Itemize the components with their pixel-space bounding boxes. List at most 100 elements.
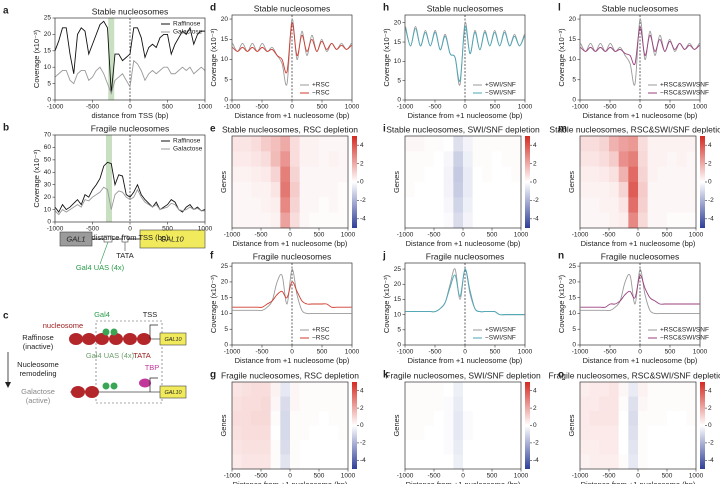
heatmap-cell bbox=[628, 212, 639, 229]
heatmap-cell bbox=[618, 197, 629, 213]
heatmap-cell bbox=[463, 182, 473, 198]
heatmap-cell bbox=[463, 212, 473, 229]
data-line bbox=[232, 281, 352, 308]
heatmap-cell bbox=[338, 166, 349, 183]
x-tick-label: -500 bbox=[427, 473, 440, 480]
heatmap-cell bbox=[647, 425, 658, 441]
heatmap-cell bbox=[667, 454, 677, 470]
x-tick-label: -1000 bbox=[47, 104, 64, 111]
heatmap-cell bbox=[280, 151, 291, 167]
heatmap-cell bbox=[270, 197, 281, 213]
x-tick-label: 500 bbox=[490, 104, 501, 111]
heatmap-cell bbox=[472, 454, 483, 470]
heatmap-cell bbox=[309, 440, 320, 455]
heatmap-cell bbox=[414, 182, 425, 198]
colorbar-tick-label: 2 bbox=[360, 160, 364, 167]
x-tick-label: 0 bbox=[463, 349, 467, 356]
x-tick-label: -1000 bbox=[397, 349, 414, 356]
heatmap-cell bbox=[338, 440, 349, 455]
x-tick-label: 1000 bbox=[518, 104, 533, 111]
heatmap-cell bbox=[232, 151, 242, 167]
heatmap-cell bbox=[676, 396, 687, 412]
heatmap-cell bbox=[232, 440, 242, 455]
heatmap-cell bbox=[328, 396, 339, 412]
heatmap-cell bbox=[599, 425, 610, 441]
x-tick-label: -1000 bbox=[224, 232, 241, 239]
chart-title: Stable nucleosomes, RSC&SWI/SNF depletio… bbox=[549, 124, 720, 134]
heatmap-cell bbox=[589, 396, 600, 412]
heatmap-cell bbox=[580, 212, 590, 229]
heatmap-cell bbox=[463, 411, 473, 426]
heatmap-cell bbox=[290, 151, 300, 167]
heatmap-cell bbox=[270, 212, 281, 229]
x-tick-label: -1000 bbox=[572, 232, 589, 239]
heatmap-cell bbox=[414, 166, 425, 183]
x-tick-label: 1000 bbox=[693, 349, 708, 356]
colorbar-tick-label: -4 bbox=[708, 216, 714, 223]
heatmap-cell bbox=[328, 166, 339, 183]
heatmap-cell bbox=[618, 454, 629, 470]
heatmap-cell bbox=[638, 425, 648, 441]
heatmap-cell bbox=[319, 182, 329, 198]
x-tick-label: -500 bbox=[254, 473, 267, 480]
heatmap-cell bbox=[338, 151, 349, 167]
y-tick-label: 0 bbox=[572, 342, 576, 349]
x-axis-label: Distance from +1 nucleosome (bp) bbox=[233, 480, 348, 484]
heatmap-cell bbox=[482, 411, 493, 426]
heatmap-cell bbox=[241, 440, 252, 455]
heatmap-cell bbox=[580, 382, 590, 397]
heatmap-cell bbox=[424, 212, 435, 229]
y-tick-label: 25 bbox=[394, 266, 402, 273]
heatmap-cell bbox=[261, 454, 271, 470]
y-axis-label: Coverage (x10⁻³) bbox=[557, 28, 566, 87]
x-tick-label: -1000 bbox=[224, 473, 241, 480]
heatmap-cell bbox=[251, 454, 262, 470]
panel-letter: j bbox=[382, 251, 386, 262]
x-tick-label: 0 bbox=[128, 226, 132, 233]
heatmap-cell bbox=[599, 197, 610, 213]
y-tick-label: 10 bbox=[221, 56, 229, 63]
data-line bbox=[580, 26, 700, 66]
x-tick-label: 1000 bbox=[198, 226, 213, 233]
chart-title: Stable nucleosomes, RSC depletion bbox=[222, 124, 358, 134]
panel-letter: d bbox=[210, 3, 216, 14]
heatmap-cell bbox=[443, 440, 454, 455]
heatmap-cell bbox=[501, 382, 512, 397]
heatmap-cell bbox=[290, 197, 300, 213]
heatmap-cell bbox=[414, 151, 425, 167]
heatmap-cell bbox=[580, 166, 590, 183]
heatmap-cell bbox=[647, 166, 658, 183]
heatmap-cell bbox=[251, 396, 262, 412]
colorbar bbox=[700, 136, 705, 228]
heatmap-cell bbox=[638, 136, 648, 152]
heatmap-cell bbox=[599, 136, 610, 152]
y-tick-label: 40 bbox=[44, 169, 52, 176]
uas-label: Gal4 UAS (4x) bbox=[86, 351, 135, 360]
highlight-band bbox=[108, 18, 115, 100]
nucleosome-label: nucleosome bbox=[43, 321, 83, 330]
heatmap-cell bbox=[657, 182, 668, 198]
x-tick-label: -1000 bbox=[47, 226, 64, 233]
heatmap-cell bbox=[657, 382, 668, 397]
heatmap-cell bbox=[443, 136, 454, 152]
heatmap-cell bbox=[338, 454, 349, 470]
heatmap-cell bbox=[434, 136, 444, 152]
heatmap-cell bbox=[657, 396, 668, 412]
y-axis-label: Coverage (x10⁻³) bbox=[382, 274, 391, 333]
colorbar-tick-label: 2 bbox=[708, 405, 712, 412]
plot-frame bbox=[54, 17, 206, 101]
heatmap-cell bbox=[609, 197, 619, 213]
y-tick-label: 60 bbox=[44, 144, 52, 151]
heatmap-cell bbox=[657, 212, 668, 229]
colorbar-tick-label: 2 bbox=[533, 160, 537, 167]
heatmap-cell bbox=[453, 396, 464, 412]
heatmap-cell bbox=[686, 382, 697, 397]
heatmap-cell bbox=[463, 382, 473, 397]
heatmap-cell bbox=[280, 136, 291, 152]
heatmap-cell bbox=[676, 212, 687, 229]
chart-title: Stable nucleosomes bbox=[92, 6, 169, 16]
colorbar-tick-label: 4 bbox=[533, 387, 537, 394]
heatmap-cell bbox=[270, 382, 281, 397]
heatmap-cell bbox=[299, 136, 310, 152]
heatmap-cell bbox=[667, 382, 677, 397]
